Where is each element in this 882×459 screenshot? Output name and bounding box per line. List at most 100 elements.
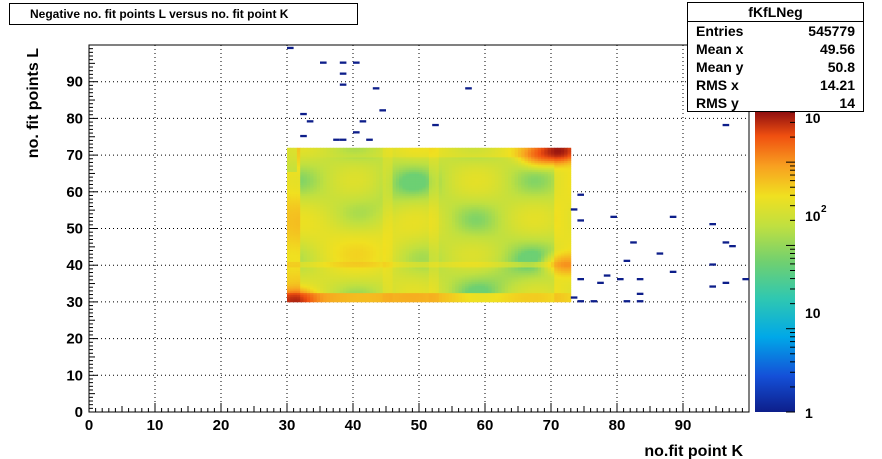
heatmap-cell [376,254,380,257]
heatmap-cell [356,211,360,215]
heatmap-cell [296,195,301,198]
heatmap-cell [419,278,423,281]
heatmap-cell [300,171,304,174]
heatmap-cell [475,224,479,228]
heatmap-cell [452,259,456,262]
heatmap-cell [386,234,390,237]
heatmap-cell [310,195,314,198]
heatmap-cell [386,173,390,176]
heatmap-cell [293,155,298,158]
heatmap-cell [419,177,423,180]
heatmap-cell [386,191,390,195]
heatmap-cell [428,248,433,251]
heatmap-cell [323,166,327,169]
heatmap-cell [428,232,433,235]
heatmap-cell [333,180,337,184]
heatmap-cell [343,263,347,266]
heatmap-cell [323,219,327,222]
heatmap-cell [359,298,364,301]
heatmap-cell [386,287,390,290]
heatmap-cell [343,254,347,257]
heatmap-cell [419,259,423,262]
heatmap-cell [379,281,384,284]
heatmap-cell [468,300,473,303]
heatmap-cell [478,180,483,184]
heatmap-cell [389,239,393,242]
heatmap-cell [399,155,403,158]
heatmap-cell [458,211,463,215]
heatmap-cell [296,171,301,174]
heatmap-cell [339,267,344,270]
heatmap-cell [300,160,304,163]
heatmap-cell [442,252,446,255]
heatmap-cell [475,217,479,220]
heatmap-cell [336,279,341,283]
heatmap-cell [442,230,446,233]
heatmap-cell [343,171,347,174]
heatmap-cell [448,171,453,174]
heatmap-cell [471,243,476,246]
heatmap-cell [432,175,436,178]
heatmap-cell [369,156,374,160]
heatmap-cell [461,160,466,163]
heatmap-cell [382,228,387,231]
heatmap-cell [471,164,476,167]
heatmap-cell [320,213,324,217]
heatmap-cell [452,279,456,283]
heatmap-cell [458,217,463,220]
heatmap-cell [412,232,417,235]
heatmap-cell [438,268,443,272]
heatmap-cell [386,224,390,228]
heatmap-cell [435,202,440,206]
heatmap-cell [468,180,473,184]
heatmap-cell [438,281,443,284]
heatmap-cell [471,265,476,268]
heatmap-cell [425,215,430,218]
heatmap-cell [303,287,308,290]
heatmap-cell [303,188,308,191]
heatmap-cell [329,180,334,184]
heatmap-cell [458,224,463,228]
heatmap-cell [445,232,450,235]
heatmap-cell [475,278,479,281]
heatmap-cell [310,245,314,248]
heatmap-cell [310,204,314,207]
heatmap-cell [386,182,390,185]
heatmap-cell [287,257,291,261]
heatmap-cell [369,287,374,290]
heatmap-cell [349,250,354,253]
heatmap-cell [465,149,469,152]
heatmap-cell [379,173,384,176]
heatmap-cell [300,292,304,295]
heatmap-cell [336,208,341,211]
heatmap-cell [379,167,384,171]
heatmap-cell [369,265,374,268]
heatmap-cell [448,239,453,242]
heatmap-cell [392,254,397,257]
heatmap-cell [419,206,423,209]
heatmap-cell [313,234,318,237]
heatmap-cell [369,248,374,251]
heatmap-cell [399,160,403,163]
heatmap-cell [422,177,426,180]
heatmap-cell [349,272,354,275]
heatmap-cell [366,261,370,264]
heatmap-cell [353,188,357,191]
heatmap-cell [310,215,314,218]
heatmap-cell [376,250,380,253]
heatmap-cell [468,263,473,266]
heatmap-cell [353,147,357,150]
heatmap-cell [415,228,420,231]
heatmap-cell [382,153,387,156]
heatmap-cell [409,175,413,178]
heatmap-cell [455,248,459,251]
heatmap-cell [395,267,400,270]
heatmap-cell [349,248,354,251]
heatmap-cell [366,246,370,250]
heatmap-cell [468,265,473,268]
heatmap-cell [333,257,337,261]
heatmap-cell [376,178,380,182]
heatmap-cell [303,193,308,196]
heatmap-cell [310,281,314,284]
heatmap-cell [336,206,341,209]
